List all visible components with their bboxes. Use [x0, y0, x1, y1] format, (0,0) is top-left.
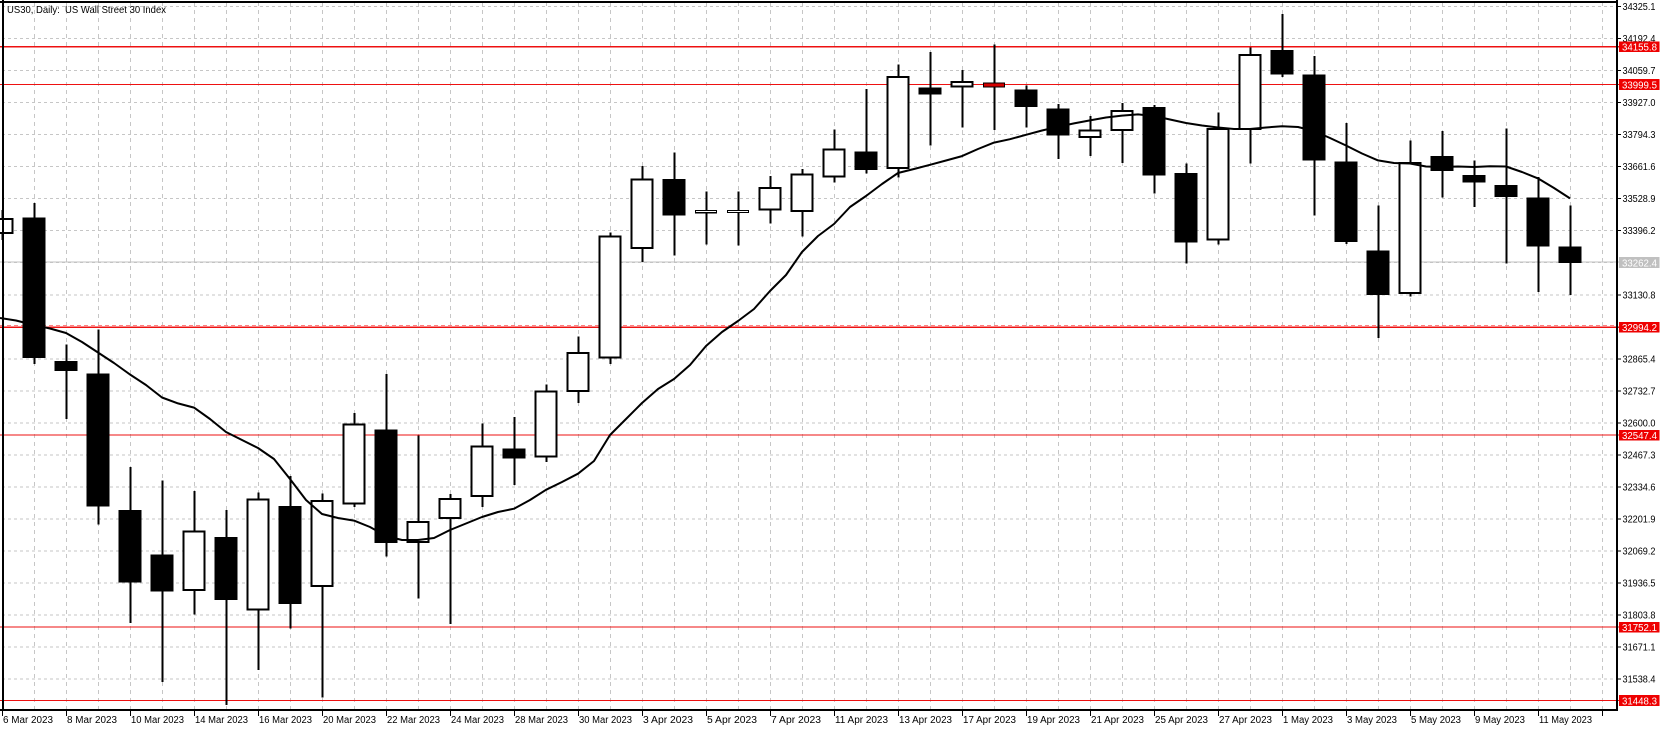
- svg-text:17 Apr 2023: 17 Apr 2023: [963, 715, 1016, 726]
- svg-text:22 Mar 2023: 22 Mar 2023: [387, 715, 440, 726]
- svg-text:5 Apr 2023: 5 Apr 2023: [707, 715, 757, 726]
- svg-text:5 May 2023: 5 May 2023: [1411, 715, 1461, 726]
- svg-text:7 Apr 2023: 7 Apr 2023: [771, 715, 821, 726]
- svg-text:3 Apr 2023: 3 Apr 2023: [643, 715, 693, 726]
- svg-text:34155.8: 34155.8: [1622, 43, 1657, 54]
- svg-text:32069.2: 32069.2: [1623, 547, 1656, 558]
- svg-text:30 Mar 2023: 30 Mar 2023: [579, 715, 632, 726]
- svg-text:11 May 2023: 11 May 2023: [1539, 715, 1592, 726]
- svg-text:32600.0: 32600.0: [1623, 418, 1656, 429]
- svg-text:32334.6: 32334.6: [1623, 483, 1656, 494]
- svg-text:33661.6: 33661.6: [1623, 162, 1656, 173]
- svg-text:3 May 2023: 3 May 2023: [1347, 715, 1397, 726]
- svg-text:33528.9: 33528.9: [1623, 194, 1656, 205]
- svg-text:14 Mar 2023: 14 Mar 2023: [195, 715, 248, 726]
- svg-text:32547.4: 32547.4: [1622, 431, 1657, 442]
- svg-text:32732.7: 32732.7: [1623, 386, 1656, 397]
- svg-text:19 Apr 2023: 19 Apr 2023: [1027, 715, 1080, 726]
- svg-text:10 Mar 2023: 10 Mar 2023: [131, 715, 184, 726]
- svg-text:34325.1: 34325.1: [1623, 2, 1656, 13]
- svg-text:34059.7: 34059.7: [1623, 66, 1656, 77]
- svg-text:33396.2: 33396.2: [1623, 226, 1656, 237]
- svg-text:8 Mar 2023: 8 Mar 2023: [67, 715, 117, 726]
- svg-text:24 Mar 2023: 24 Mar 2023: [451, 715, 504, 726]
- svg-text:31752.1: 31752.1: [1622, 623, 1657, 634]
- svg-text:33130.8: 33130.8: [1623, 290, 1656, 301]
- svg-text:31538.4: 31538.4: [1623, 675, 1656, 686]
- svg-text:33999.5: 33999.5: [1622, 80, 1657, 91]
- svg-text:11 Apr 2023: 11 Apr 2023: [835, 715, 888, 726]
- svg-text:27 Apr 2023: 27 Apr 2023: [1219, 715, 1272, 726]
- svg-text:6 Mar 2023: 6 Mar 2023: [3, 715, 53, 726]
- svg-text:28 Mar 2023: 28 Mar 2023: [515, 715, 568, 726]
- svg-text:33927.0: 33927.0: [1623, 98, 1656, 109]
- svg-text:32201.9: 32201.9: [1623, 515, 1656, 526]
- svg-text:16 Mar 2023: 16 Mar 2023: [259, 715, 312, 726]
- svg-text:33262.4: 33262.4: [1622, 258, 1657, 269]
- svg-text:32865.4: 32865.4: [1623, 354, 1656, 365]
- svg-text:13 Apr 2023: 13 Apr 2023: [899, 715, 952, 726]
- svg-text:20 Mar 2023: 20 Mar 2023: [323, 715, 376, 726]
- svg-text:31936.5: 31936.5: [1623, 579, 1656, 590]
- svg-text:32467.3: 32467.3: [1623, 451, 1656, 462]
- svg-text:31448.3: 31448.3: [1622, 696, 1657, 707]
- svg-text:33794.3: 33794.3: [1623, 130, 1656, 141]
- svg-text:32994.2: 32994.2: [1622, 323, 1657, 334]
- svg-text:34192.4: 34192.4: [1623, 34, 1656, 45]
- svg-text:9 May 2023: 9 May 2023: [1475, 715, 1525, 726]
- svg-text:31803.8: 31803.8: [1623, 611, 1656, 622]
- svg-text:25 Apr 2023: 25 Apr 2023: [1155, 715, 1208, 726]
- svg-text:1 May 2023: 1 May 2023: [1283, 715, 1333, 726]
- svg-text:21 Apr 2023: 21 Apr 2023: [1091, 715, 1144, 726]
- svg-text:31671.1: 31671.1: [1623, 643, 1656, 654]
- svg-text:US30, Daily: US Wall Street 3: US30, Daily: US Wall Street 30 Index: [7, 4, 167, 16]
